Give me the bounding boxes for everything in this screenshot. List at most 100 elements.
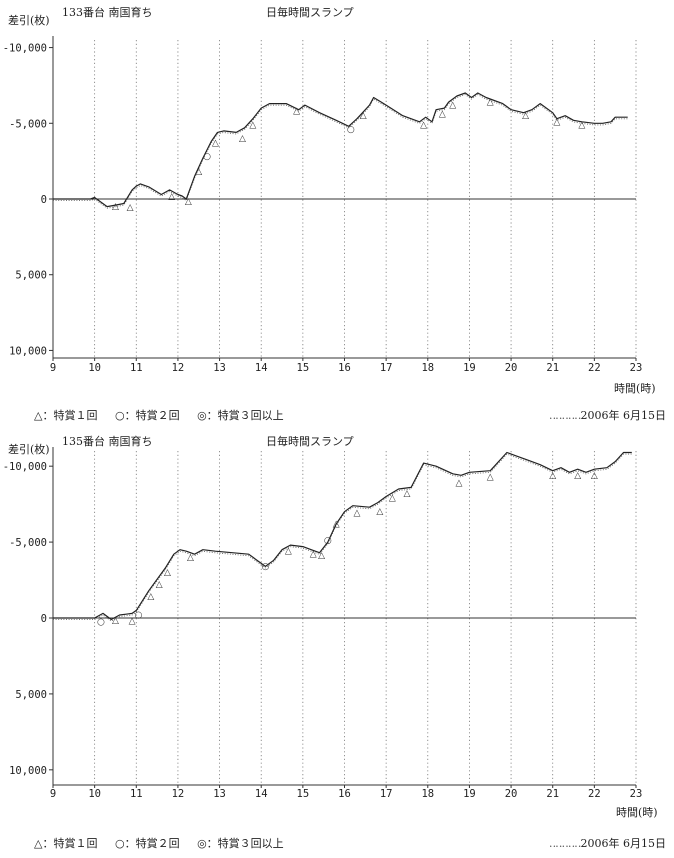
x-tick-label: 19 xyxy=(463,788,476,800)
legend: △：特賞１回 ○：特賞２回 ◎：特賞３回以上 xyxy=(34,407,298,423)
bonus-marker: △ xyxy=(112,202,119,212)
y-tick-label: -10,000 xyxy=(3,43,47,55)
y-axis-label: 差引(枚) xyxy=(8,443,50,456)
chart-date: ‥‥‥‥‥2006年 6月15日 xyxy=(549,835,666,851)
date-text: 2006年 6月15日 xyxy=(580,409,667,422)
bonus-marker: △ xyxy=(147,592,154,602)
bonus-marker: △ xyxy=(185,197,192,207)
y-tick-label: 0 xyxy=(41,613,47,625)
x-tick-label: 19 xyxy=(463,362,476,374)
bonus-marker: △ xyxy=(420,120,427,130)
bonus-marker: △ xyxy=(212,138,219,148)
bonus-marker: △ xyxy=(249,120,256,130)
bonus-marker: △ xyxy=(549,471,556,481)
bonus-marker: △ xyxy=(195,167,202,177)
legend-item-2: ○：特賞２回 xyxy=(114,837,180,850)
bonus-marker: ○ xyxy=(134,610,142,620)
x-tick-label: 13 xyxy=(213,362,226,374)
chart-date: ‥‥‥‥‥2006年 6月15日 xyxy=(549,407,666,423)
x-tick-label: 17 xyxy=(380,788,393,800)
chart-title: 日毎時間スランプ xyxy=(266,6,354,19)
x-tick-label: 20 xyxy=(505,788,518,800)
bonus-marker: △ xyxy=(318,551,325,561)
x-tick-label: 22 xyxy=(588,788,601,800)
date-line-sample: ‥‥‥‥‥ xyxy=(548,837,582,850)
x-tick-label: 23 xyxy=(630,788,643,800)
x-tick-label: 16 xyxy=(338,362,351,374)
bonus-marker: ○ xyxy=(324,536,332,546)
bonus-marker: △ xyxy=(522,111,529,121)
bonus-marker: ○ xyxy=(203,152,211,162)
bonus-marker: △ xyxy=(591,471,598,481)
series-line xyxy=(53,451,632,621)
legend-item-1: △：特賞１回 xyxy=(34,409,98,422)
machine-title: 135番台 南国育ち xyxy=(62,435,153,448)
bonus-marker: △ xyxy=(129,617,136,627)
bonus-marker: △ xyxy=(404,489,411,499)
chart-title: 日毎時間スランプ xyxy=(266,435,354,448)
x-tick-label: 14 xyxy=(255,788,268,800)
x-tick-label: 21 xyxy=(546,362,559,374)
bonus-marker: ○ xyxy=(261,562,269,572)
bonus-marker: ○ xyxy=(97,617,105,627)
bonus-marker: △ xyxy=(360,111,367,121)
x-tick-label: 14 xyxy=(255,362,268,374)
bonus-marker: △ xyxy=(354,509,361,519)
y-tick-label: 10,000 xyxy=(9,765,47,777)
bonus-marker: △ xyxy=(574,471,581,481)
x-tick-label: 16 xyxy=(338,788,351,800)
y-tick-label: 5,000 xyxy=(15,270,47,282)
x-tick-label: 10 xyxy=(88,788,101,800)
bonus-marker: △ xyxy=(293,107,300,117)
x-tick-label: 21 xyxy=(546,788,559,800)
y-axis-label: 差引(枚) xyxy=(8,14,50,27)
x-tick-label: 11 xyxy=(130,788,143,800)
bonus-marker: △ xyxy=(389,494,396,504)
bonus-marker: △ xyxy=(310,550,317,560)
x-tick-label: 12 xyxy=(172,362,185,374)
legend-item-3: ◎：特賞３回以上 xyxy=(197,409,284,422)
bonus-marker: △ xyxy=(112,616,119,626)
bonus-marker: △ xyxy=(127,203,134,213)
date-text: 2006年 6月15日 xyxy=(580,837,667,850)
x-tick-label: 12 xyxy=(172,788,185,800)
x-tick-label: 17 xyxy=(380,362,393,374)
x-tick-label: 11 xyxy=(130,362,143,374)
x-tick-label: 9 xyxy=(50,788,56,800)
machine-title: 133番台 南国育ち xyxy=(62,6,153,19)
bonus-marker: △ xyxy=(449,101,456,111)
date-line-sample: ‥‥‥‥‥ xyxy=(548,409,582,422)
bonus-marker: △ xyxy=(164,568,171,578)
bonus-marker: △ xyxy=(239,134,246,144)
legend-item-2: ○：特賞２回 xyxy=(114,409,180,422)
bonus-marker: △ xyxy=(376,507,383,517)
series-line xyxy=(53,92,628,208)
bonus-marker: △ xyxy=(156,580,163,590)
legend: △：特賞１回 ○：特賞２回 ◎：特賞３回以上 xyxy=(34,835,298,851)
series-line-shadow xyxy=(53,94,628,209)
x-tick-label: 15 xyxy=(297,362,310,374)
legend-item-3: ◎：特賞３回以上 xyxy=(197,837,284,850)
x-tick-label: 18 xyxy=(421,362,434,374)
bonus-marker: △ xyxy=(187,553,194,563)
x-tick-label: 9 xyxy=(50,362,56,374)
x-tick-label: 13 xyxy=(213,788,226,800)
y-tick-label: -5,000 xyxy=(9,537,47,549)
bonus-marker: △ xyxy=(439,110,446,120)
x-tick-label: 10 xyxy=(88,362,101,374)
y-tick-label: 0 xyxy=(41,194,47,206)
series-line-shadow xyxy=(53,453,632,622)
y-tick-label: 5,000 xyxy=(15,689,47,701)
chart-panel-133: -10,000 -5,000 0 5,000 10,000 9 10 11 12 13 14 15 16… xyxy=(0,0,674,425)
legend-item-1: △：特賞１回 xyxy=(34,837,98,850)
bonus-marker: △ xyxy=(578,120,585,130)
x-tick-label: 15 xyxy=(297,788,310,800)
bonus-marker: ○ xyxy=(347,125,355,135)
y-tick-label: 10,000 xyxy=(9,345,47,357)
x-axis-label: 時間(時) xyxy=(614,382,656,395)
y-tick-label: -5,000 xyxy=(9,118,47,130)
chart-panel-135: -10,000 -5,000 0 5,000 10,000 9 10 11 12 13 14 15 16… xyxy=(0,429,674,858)
x-tick-label: 20 xyxy=(505,362,518,374)
x-axis-label: 時間(時) xyxy=(616,806,658,819)
